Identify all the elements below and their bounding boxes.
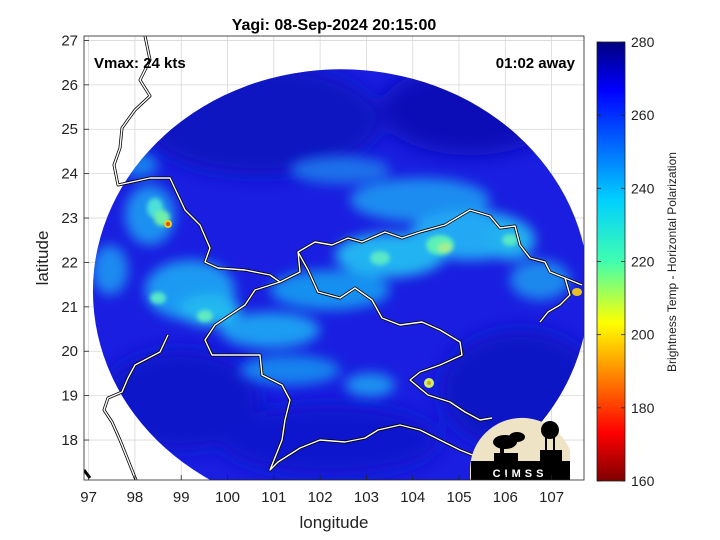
colorbar-label: Brightness Temp - Horizontal Polarizatio… xyxy=(665,152,679,372)
plot-frame xyxy=(83,35,585,481)
boundaries xyxy=(84,36,583,480)
colorbar-gradient xyxy=(596,41,626,482)
cimss-logo: CIMSS xyxy=(470,417,570,480)
y-tick-label: 21 xyxy=(61,299,78,316)
y-tick-label: 19 xyxy=(61,388,78,405)
plot-area: Vmax: 24 kts 01:02 away CIMSS xyxy=(84,36,584,480)
x-tick-label: 98 xyxy=(127,489,144,506)
x-tick-label: 99 xyxy=(173,489,190,506)
y-tick-label: 27 xyxy=(61,32,78,49)
x-tick-label: 101 xyxy=(261,489,286,506)
y-tick-label: 23 xyxy=(61,210,78,227)
y-axis: 18 19 20 21 22 23 24 25 26 27 xyxy=(61,32,89,449)
colorbar-tick-label: 160 xyxy=(631,473,655,489)
time-away-label: 01:02 away xyxy=(496,55,576,72)
colorbar-tick-label: 180 xyxy=(631,400,655,416)
logo-text: CIMSS xyxy=(493,468,548,480)
swath xyxy=(92,69,584,480)
colorbar: 160 180 200 220 240 260 280 Brightness Temp - … xyxy=(596,34,679,489)
x-tick-label: 106 xyxy=(493,489,518,506)
y-tick-label: 26 xyxy=(61,77,78,94)
chart-title: Yagi: 08-Sep-2024 20:15:00 xyxy=(232,17,437,34)
colorbar-ticks: 160 180 200 220 240 260 280 xyxy=(597,34,655,489)
x-tick-label: 103 xyxy=(354,489,379,506)
y-tick-label: 22 xyxy=(61,254,78,271)
x-axis: 97 98 99 100 101 102 103 104 105 106 107 xyxy=(80,475,564,506)
colorbar-tick-label: 200 xyxy=(631,327,655,343)
convective-cells xyxy=(147,198,518,322)
colorbar-tick-label: 240 xyxy=(631,180,655,196)
colorbar-tick-label: 260 xyxy=(631,107,655,123)
y-axis-label: latitude xyxy=(33,231,52,286)
y-tick-label: 25 xyxy=(61,121,78,138)
y-tick-label: 18 xyxy=(61,432,78,449)
colorbar-tick-label: 220 xyxy=(631,254,655,270)
y-tick-label: 20 xyxy=(61,343,78,360)
x-tick-label: 107 xyxy=(539,489,564,506)
y-tick-label: 24 xyxy=(61,166,78,183)
vmax-label: Vmax: 24 kts xyxy=(94,55,186,72)
colorbar-tick-label: 280 xyxy=(631,34,655,50)
x-tick-label: 104 xyxy=(400,489,425,506)
x-tick-label: 105 xyxy=(446,489,471,506)
x-axis-label: longitude xyxy=(299,513,368,532)
x-tick-label: 97 xyxy=(80,489,97,506)
x-tick-label: 100 xyxy=(215,489,240,506)
x-tick-label: 102 xyxy=(308,489,333,506)
